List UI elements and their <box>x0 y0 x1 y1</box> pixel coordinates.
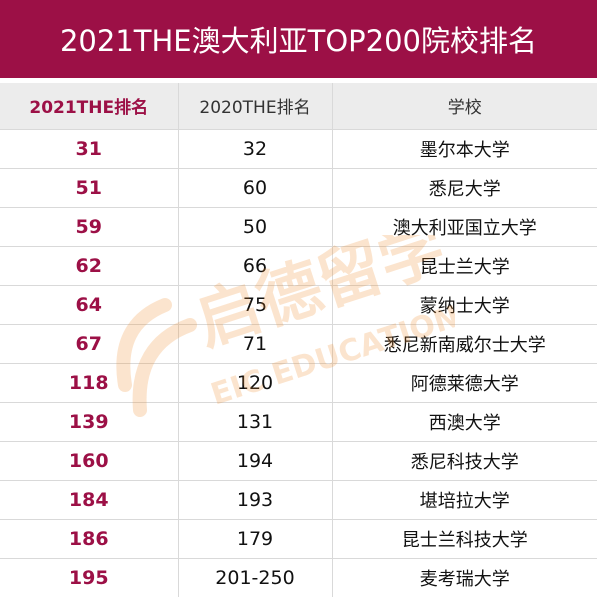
rank-2020-cell: 32 <box>178 128 333 168</box>
school-cell: 堪培拉大学 <box>332 479 597 519</box>
rank-2021-cell: 184 <box>0 479 179 519</box>
table-row: 31 32 墨尔本大学 <box>0 128 597 168</box>
table-row: 195 201-250 麦考瑞大学 <box>0 557 597 597</box>
school-cell: 昆士兰科技大学 <box>332 518 597 558</box>
page-title: 2021THE澳大利亚TOP200院校排名 <box>0 0 597 78</box>
rank-2020-cell: 75 <box>178 284 333 324</box>
rank-2020-cell: 193 <box>178 479 333 519</box>
rank-2020-cell: 194 <box>178 440 333 480</box>
rank-2021-cell: 139 <box>0 401 179 441</box>
rank-2020-cell: 201-250 <box>178 557 333 597</box>
school-cell: 阿德莱德大学 <box>332 362 597 402</box>
header-school: 学校 <box>447 98 482 119</box>
rank-2021-cell: 62 <box>0 245 179 285</box>
school-cell: 悉尼大学 <box>332 167 597 207</box>
table-row: 59 50 澳大利亚国立大学 <box>0 206 597 246</box>
rank-2021-cell: 67 <box>0 323 179 363</box>
school-cell: 麦考瑞大学 <box>332 557 597 597</box>
rank-2020-cell: 120 <box>178 362 333 402</box>
school-cell: 墨尔本大学 <box>332 128 597 168</box>
rank-2021-cell: 59 <box>0 206 179 246</box>
school-cell: 西澳大学 <box>332 401 597 441</box>
rank-2021-cell: 195 <box>0 557 179 597</box>
table-row: 51 60 悉尼大学 <box>0 167 597 207</box>
rank-2020-cell: 60 <box>178 167 333 207</box>
header-2021-rank: 2021THE排名 <box>0 83 179 129</box>
rank-2021-cell: 51 <box>0 167 179 207</box>
rank-2021-cell: 64 <box>0 284 179 324</box>
rank-2021-cell: 118 <box>0 362 179 402</box>
table-row: 67 71 悉尼新南威尔士大学 <box>0 323 597 363</box>
table-row: 184 193 堪培拉大学 <box>0 479 597 519</box>
rank-2020-cell: 50 <box>178 206 333 246</box>
school-cell: 蒙纳士大学 <box>332 284 597 324</box>
ranking-table: 2021THE排名 2020THE排名 学校 31 32 墨尔本大学 51 60… <box>0 83 597 597</box>
rank-2021-cell: 186 <box>0 518 179 558</box>
table-row: 186 179 昆士兰科技大学 <box>0 518 597 558</box>
rank-2021-cell: 31 <box>0 128 179 168</box>
school-cell: 昆士兰大学 <box>332 245 597 285</box>
page-title-text: 2021THE澳大利亚TOP200院校排名 <box>59 24 538 58</box>
rank-2020-cell: 179 <box>178 518 333 558</box>
table-row: 62 66 昆士兰大学 <box>0 245 597 285</box>
header-2020-rank: 2020THE排名 <box>178 83 333 129</box>
school-cell: 悉尼科技大学 <box>332 440 597 480</box>
rank-2020-cell: 71 <box>178 323 333 363</box>
table-row: 160 194 悉尼科技大学 <box>0 440 597 480</box>
rank-2021-cell: 160 <box>0 440 179 480</box>
school-cell: 澳大利亚国立大学 <box>332 206 597 246</box>
table-row: 64 75 蒙纳士大学 <box>0 284 597 324</box>
school-cell: 悉尼新南威尔士大学 <box>332 323 597 363</box>
table-header-row: 2021THE排名 2020THE排名 学校 <box>0 83 597 129</box>
rank-2020-cell: 66 <box>178 245 333 285</box>
rank-2020-cell: 131 <box>178 401 333 441</box>
table-row: 118 120 阿德莱德大学 <box>0 362 597 402</box>
table-row: 139 131 西澳大学 <box>0 401 597 441</box>
